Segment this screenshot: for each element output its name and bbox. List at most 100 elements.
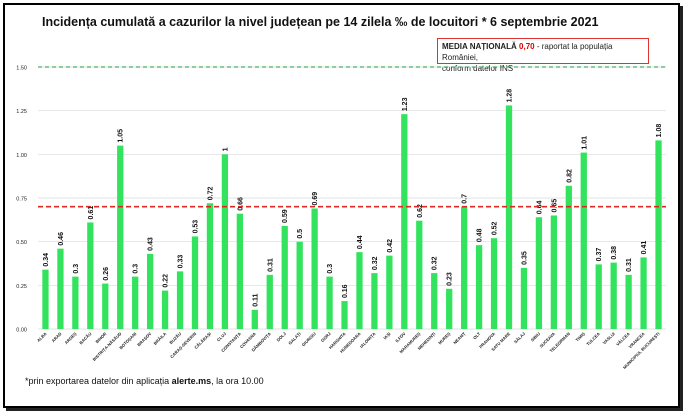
legend-desc-1: - raportat la populația României,: [442, 42, 613, 62]
bar: [610, 262, 617, 329]
bar-value-label: 1.01: [581, 136, 588, 150]
bar: [266, 274, 273, 329]
bar-value-label: 0.38: [611, 246, 618, 260]
x-tick-label: NEAMȚ: [452, 331, 466, 345]
bar-value-label: 0.32: [432, 256, 439, 270]
bar: [416, 220, 423, 329]
bar: [206, 203, 214, 329]
bar: [535, 217, 543, 329]
chart-title: Incidența cumulată a cazurilor la nivel …: [42, 15, 599, 29]
y-tick-label: 1.25: [16, 109, 27, 115]
x-tick-label: CLUJ: [216, 331, 228, 343]
x-tick-label: OLT: [472, 331, 482, 341]
x-tick-label: SĂLAJ: [513, 331, 527, 345]
y-tick-label: 0.25: [16, 284, 27, 290]
bar-value-label: 0.32: [372, 256, 379, 270]
x-tick-label: BRĂILA: [153, 331, 168, 346]
bar-value-label: 0.61: [88, 206, 95, 220]
bar-value-label: 0.46: [58, 232, 65, 246]
bar: [640, 257, 647, 329]
footnote-source: alerte.ms: [171, 376, 212, 386]
bar: [147, 253, 154, 329]
bar-value-label: 0.52: [492, 221, 499, 235]
bar: [386, 255, 393, 329]
x-tick-label: BUZĂU: [168, 331, 182, 345]
x-tick-label: VASLUI: [602, 331, 616, 345]
footnote-prefix: *prin exportarea datelor din aplicația: [25, 376, 172, 386]
footnote-suffix: , la ora 10.00: [211, 376, 264, 386]
bar: [191, 236, 199, 329]
bar: [580, 152, 587, 329]
bar-value-label: 0.31: [267, 258, 274, 272]
bar-value-label: 0.41: [641, 241, 648, 255]
bar-value-label: 1.08: [656, 124, 663, 138]
bar-value-label: 0.62: [417, 204, 424, 218]
bar: [311, 208, 318, 329]
y-tick-label: 1.00: [16, 153, 27, 159]
bar-value-label: 0.23: [447, 272, 454, 286]
bar: [117, 145, 124, 329]
bar-value-label: 0.22: [163, 274, 170, 288]
x-tick-label: BIHOR: [94, 331, 107, 344]
bar-value-label: 0.43: [148, 237, 155, 251]
legend-value: 0,70: [519, 42, 535, 51]
y-tick-label: 1.50: [16, 66, 27, 72]
x-tick-label: SIBIU: [530, 331, 541, 342]
bar-value-label: 0.3: [327, 264, 334, 274]
bar: [251, 309, 258, 329]
x-tick-label: DOLJ: [275, 331, 287, 343]
bar: [296, 241, 303, 329]
bar-value-label: 1.28: [507, 89, 514, 103]
national-average-legend: MEDIA NAȚIONALĂ 0,70 - raportat la popul…: [437, 38, 649, 73]
bar: [176, 271, 184, 329]
bar: [42, 269, 49, 329]
bar-value-label: 0.35: [521, 251, 528, 265]
x-tick-label: GIURGIU: [301, 331, 317, 347]
bar: [102, 283, 109, 329]
y-tick-label: 0.00: [16, 328, 27, 334]
bar-value-label: 0.33: [178, 255, 185, 269]
legend-label: MEDIA NAȚIONALĂ: [442, 42, 517, 51]
x-tick-label: BRAȘOV: [136, 331, 152, 347]
bar-value-label: 0.42: [387, 239, 394, 253]
bar: [490, 238, 498, 329]
bar: [655, 140, 662, 329]
bar-value-label: 0.59: [282, 209, 289, 223]
bar: [236, 213, 243, 329]
bar-value-label: 0.3: [73, 264, 80, 274]
x-tick-label: MUREȘ: [437, 331, 451, 345]
bar: [72, 276, 79, 329]
bar: [371, 273, 378, 329]
x-tick-label: TIMIȘ: [575, 331, 587, 343]
bar: [401, 114, 408, 329]
bar: [356, 252, 363, 329]
bar-value-label: 0.82: [566, 169, 573, 183]
bar: [326, 276, 333, 329]
bar: [161, 290, 169, 329]
bar-value-label: 0.72: [207, 187, 214, 201]
bar: [550, 215, 557, 329]
bar-value-label: 0.5: [297, 229, 304, 239]
bar-value-label: 0.37: [596, 248, 603, 262]
bar: [475, 245, 483, 329]
x-tick-label: ARAD: [51, 331, 63, 343]
bar: [341, 301, 348, 329]
bar: [221, 154, 229, 329]
x-tick-label: ARGEȘ: [64, 331, 78, 345]
bar: [132, 276, 139, 329]
bar-value-label: 0.34: [43, 253, 50, 267]
bar-value-label: 0.53: [193, 220, 200, 234]
footnote: *prin exportarea datelor din aplicația a…: [25, 376, 264, 386]
bar-value-label: 0.64: [536, 200, 543, 214]
bar: [595, 264, 602, 329]
bar-value-label: 0.31: [626, 258, 633, 272]
bar: [281, 225, 288, 329]
x-tick-label: TULCEA: [585, 331, 601, 347]
bar-value-label: 1.05: [118, 129, 125, 143]
bar: [565, 185, 572, 329]
x-tick-label: ALBA: [36, 331, 48, 343]
bar: [446, 288, 453, 329]
bar-value-label: 0.66: [237, 197, 244, 211]
bar-value-label: 1.23: [402, 97, 409, 111]
